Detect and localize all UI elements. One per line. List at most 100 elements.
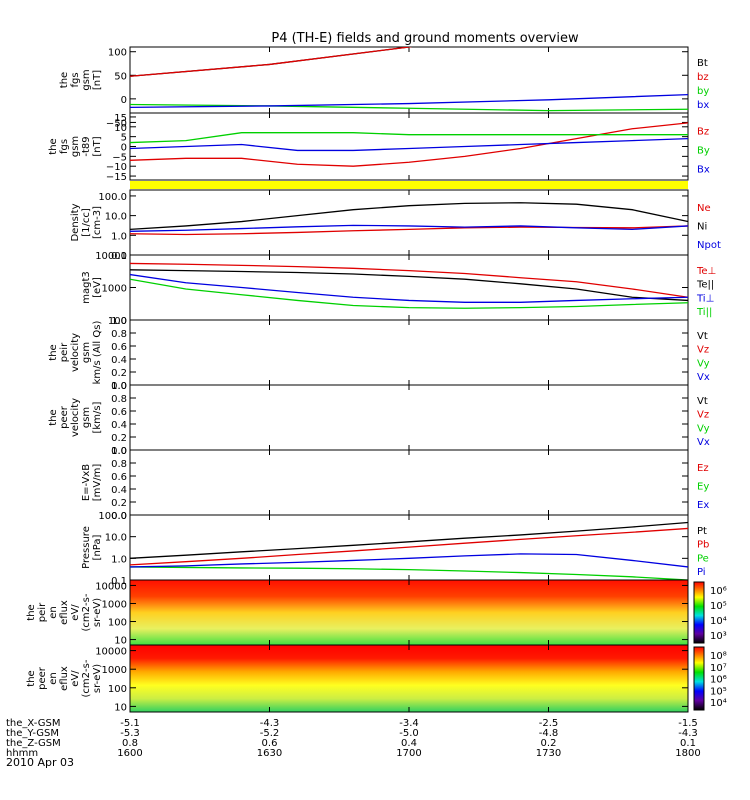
legend-Ne: Ne (697, 203, 711, 214)
y-axis-label: the (48, 409, 59, 425)
axis-row-value: -4.8 (539, 728, 559, 739)
series-line-Bx (130, 137, 688, 152)
y-tick-label: 0.1 (111, 251, 127, 262)
legend-Te||: Te|| (696, 280, 714, 291)
colorbar-tick-label: 10⁷ (710, 663, 727, 674)
y-tick-label: 10000 (95, 251, 127, 262)
legend-Vz: Vz (697, 410, 709, 421)
panel-peir_spectrogram: 10⁶ 10⁵ 10⁴ 10³ 10000 1000 100 10 the peir en eflux… (26, 579, 727, 647)
y-axis-label: [1/cc] (81, 208, 92, 237)
legend-Vx: Vx (697, 372, 710, 383)
panel-frame (129, 384, 689, 451)
y-axis-label: the (26, 670, 37, 686)
y-tick-label: 0.1 (111, 576, 127, 587)
axis-row-value: 1700 (396, 748, 421, 759)
legend-Pi: Pi (697, 567, 706, 578)
y-axis-label: (cm2-s- (81, 593, 92, 631)
series-line-Ne (130, 225, 688, 236)
colorbar-tick-label: 10³ (710, 631, 727, 642)
legend-Te⊥: Te⊥ (696, 266, 716, 277)
y-tick-label: 10 (114, 636, 127, 647)
y-tick-label: −50 (106, 118, 127, 129)
y-tick-label: 10.0 (105, 533, 127, 544)
y-axis-label: [nT] (92, 70, 103, 90)
legend-Bz: Bz (697, 127, 709, 138)
legend-Ti||: Ti|| (696, 307, 712, 318)
y-tick-label: 0.8 (111, 394, 127, 405)
y-axis-label: E=-VxB (81, 464, 92, 501)
y-axis-label: the (59, 72, 70, 88)
series-line-Ni (130, 202, 688, 231)
legend-bz: bz (697, 72, 709, 83)
series-line-Te⊥ (130, 262, 688, 298)
panel-fgs_gsm: 100 50 0 −50 the fgs gsm [nT] Bt bz by bx (59, 46, 709, 129)
legend-Vt: Vt (697, 331, 708, 342)
legend-Ti⊥: Ti⊥ (696, 293, 714, 304)
axis-row-label: hhmm (6, 748, 38, 759)
y-tick-label: 0.8 (111, 459, 127, 470)
legend-Bt: Bt (697, 58, 708, 69)
legend-By: By (697, 146, 710, 157)
y-tick-label: 0.0 (111, 381, 127, 392)
y-axis-label: gsm (81, 69, 92, 90)
axis-row-value: 0.4 (401, 738, 417, 749)
axis-row-value: -5.1 (120, 718, 140, 729)
axis-row-value: -1.5 (678, 718, 698, 729)
y-axis-label: [cm-3] (92, 206, 103, 239)
legend-Ex: Ex (697, 500, 709, 511)
flag-bar (130, 181, 688, 189)
panel-frame (129, 189, 689, 256)
legend-Ez: Ez (697, 463, 709, 474)
y-axis-label: eflux (59, 666, 70, 691)
axis-row-value: -4.3 (678, 728, 698, 739)
y-tick-label: 0.4 (111, 355, 127, 366)
y-tick-label: −5 (112, 152, 127, 163)
panel-peer_velocity: 1.0 0.8 0.6 0.4 0.2 0.0 the peer velocity gsm [km/… (48, 381, 710, 457)
y-tick-label: 0.6 (111, 472, 127, 483)
y-axis-label: Density (70, 203, 81, 241)
y-tick-label: 0.0 (111, 511, 127, 522)
y-tick-label: −10 (106, 162, 127, 173)
legend-Vt: Vt (697, 396, 708, 407)
y-tick-label: 1000 (102, 665, 127, 676)
axis-row-value: 1630 (257, 748, 282, 759)
y-axis-label: eflux (59, 600, 70, 625)
y-tick-label: 50 (114, 71, 127, 82)
y-tick-label: 0.2 (111, 368, 127, 379)
y-axis-label: sr-eV) (92, 664, 103, 693)
y-axis-label: en (48, 606, 59, 619)
series-line-bx (130, 93, 688, 108)
colorbar (693, 581, 705, 644)
axis-row-value: -3.4 (399, 718, 419, 729)
y-tick-label: 1.0 (111, 316, 127, 327)
y-axis-label: fgs (70, 72, 81, 87)
y-tick-label: 1000 (102, 284, 127, 295)
series-line-Pe (130, 566, 688, 580)
colorbar (693, 646, 705, 711)
y-tick-label: 15 (114, 113, 127, 124)
series-line-by (130, 103, 688, 112)
y-tick-label: 100.0 (98, 511, 127, 522)
axis-row-value: -5.2 (260, 728, 280, 739)
y-axis-label: gsm (81, 407, 92, 428)
y-axis-label: the (48, 138, 59, 154)
y-axis-label: [eV] (92, 277, 103, 298)
colorbar-tick-label: 10⁶ (710, 586, 727, 597)
axis-row-value: 1800 (675, 748, 700, 759)
y-axis-label: velocity (70, 398, 81, 437)
y-tick-label: 100 (108, 684, 127, 695)
spectrogram-image (130, 580, 688, 645)
axis-row-value: -4.3 (260, 718, 280, 729)
axis-row-value: 0.6 (262, 738, 278, 749)
y-tick-label: 1.0 (111, 381, 127, 392)
y-tick-label: 1.0 (111, 231, 127, 242)
y-axis-label: peir (37, 602, 48, 622)
y-tick-label: 0.2 (111, 498, 127, 509)
series-line-Te|| (130, 269, 688, 302)
legend-bx: bx (697, 100, 709, 111)
y-tick-label: 10 (114, 702, 127, 713)
series-line-Pi (130, 553, 688, 568)
y-axis-label: eV/ (70, 604, 81, 621)
legend-by: by (697, 86, 709, 97)
